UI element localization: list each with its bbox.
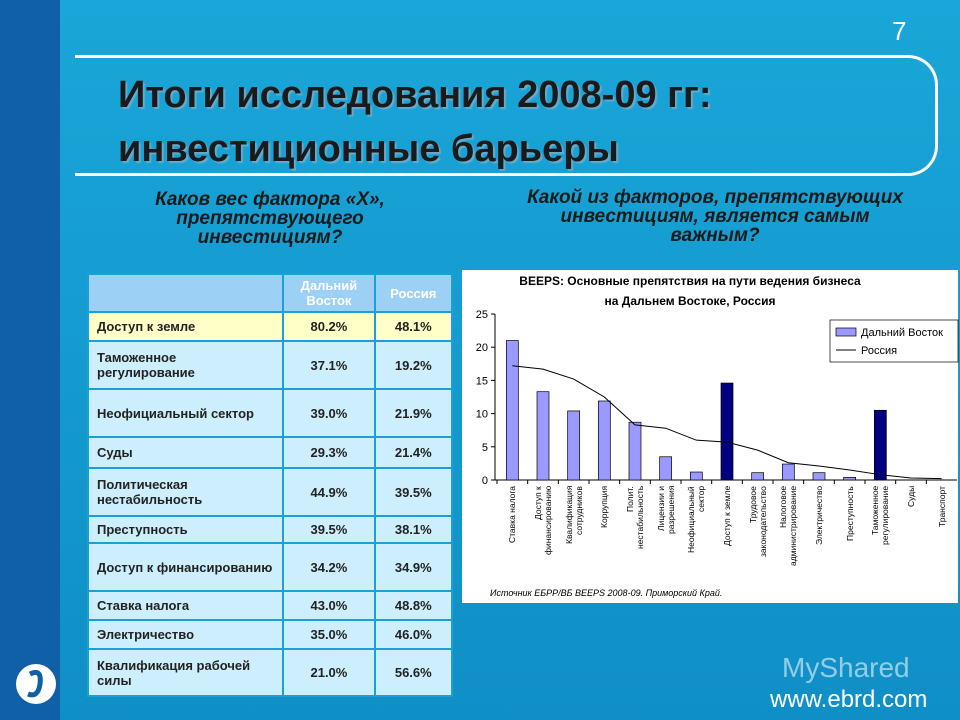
x-tick-label: Ставка налога [507, 486, 518, 544]
slide-title: Итоги исследования 2008-09 гг: инвестици… [118, 74, 712, 170]
x-tick-label: Таможенное регулирование [870, 486, 891, 546]
x-tick-label: Транспорт [936, 486, 947, 527]
header-cell [86, 273, 285, 313]
y-tick-label: 5 [482, 442, 488, 454]
x-tick-label: Доступ к земле [722, 486, 732, 547]
logo-mark [27, 669, 43, 698]
legend-box [829, 319, 959, 363]
legend-swatch [835, 327, 857, 337]
x-tick-label: Электричество [814, 486, 824, 546]
table-row: Суды 29.3% 21.4% [86, 436, 454, 469]
table-cell: Электричество [86, 619, 285, 650]
table-cell: Доступ к земле [86, 311, 285, 342]
table-cell: 35.0% [282, 619, 376, 650]
bar [536, 391, 550, 481]
table-cell: 39.5% [282, 515, 376, 544]
right-question: Какой из факторов, препятствующих инвест… [527, 187, 903, 246]
table-cell: 44.9% [282, 467, 376, 517]
logo [16, 664, 56, 704]
x-tick-label: Доступ к финансированию [533, 486, 553, 556]
table-cell: Ставка налога [86, 590, 285, 621]
bar [628, 421, 642, 481]
table-cell: 21.9% [373, 388, 454, 438]
bar [873, 409, 887, 481]
bar [812, 472, 826, 481]
table-cell: 38.1% [373, 515, 454, 544]
table-cell: 37.1% [282, 340, 376, 390]
bar [505, 340, 519, 481]
table-row: Неофициальный сектор 39.0% 21.9% [86, 388, 454, 438]
watermark: MyShared [782, 652, 910, 683]
bar [659, 456, 673, 481]
table-row: Доступ к земле 80.2% 48.1% [86, 311, 454, 342]
website: www.ebrd.com [770, 686, 928, 713]
y-tick-label: 20 [476, 342, 488, 354]
table-cell: Таможенное регулирование [86, 340, 285, 390]
chart-title: BEEPS: Основные препятствия на пути веде… [519, 274, 861, 308]
legend-label: Дальний Восток [861, 327, 943, 339]
table-row: Электричество 35.0% 46.0% [86, 619, 454, 650]
header-cell: Россия [373, 273, 454, 313]
x-tick-label: Коррупция [599, 486, 610, 529]
table-cell: 56.6% [373, 648, 454, 697]
table-cell: 39.5% [373, 467, 454, 517]
data-table: Дальний Восток Россия Доступ к земле 80.2% 4… [86, 273, 454, 697]
x-tick-label: Лицензии и разрешения [655, 486, 676, 535]
table-cell: 43.0% [282, 590, 376, 621]
table-cell: Преступность [86, 515, 285, 544]
bar [689, 471, 703, 481]
table-cell: 39.0% [282, 388, 376, 438]
bar [781, 463, 795, 481]
bar [751, 472, 765, 481]
x-tick-label: Налоговое администрирование [778, 486, 799, 567]
table-cell: 34.9% [373, 542, 454, 592]
bar [597, 400, 611, 481]
table-row: Доступ к финансированию 34.2% 34.9% [86, 542, 454, 592]
table-row: Квалификация рабочей силы 21.0% 56.6% [86, 648, 454, 697]
y-tick-label: 25 [476, 309, 488, 321]
table-cell: 46.0% [373, 619, 454, 650]
y-tick-label: 15 [476, 375, 488, 387]
table-cell: 48.1% [373, 311, 454, 342]
header-row: Дальний Восток Россия [86, 273, 454, 313]
table-cell: Политическая нестабильность [86, 467, 285, 517]
table-row: Таможенное регулирование 37.1% 19.2% [86, 340, 454, 390]
table-cell: 29.3% [282, 436, 376, 469]
header-cell: Дальний Восток [282, 273, 376, 313]
table-row: Политическая нестабильность 44.9% 39.5% [86, 467, 454, 517]
x-tick-label: Трудовое законодательство [747, 486, 768, 557]
bar [843, 476, 857, 481]
bar [720, 382, 734, 481]
chart-source: Источник ЕБРР/ВБ BEEPS 2008-09. Приморск… [490, 588, 722, 598]
left-question: Каков вес фактора «Х», препятствующего и… [155, 189, 385, 248]
legend-label: Россия [861, 345, 897, 357]
table-cell: 19.2% [373, 340, 454, 390]
table-cell: 48.8% [373, 590, 454, 621]
x-tick-label: Квалификация сотрудников [563, 486, 584, 545]
slide-number: 7 [892, 16, 907, 46]
table-cell: 34.2% [282, 542, 376, 592]
x-tick-label: Суды [906, 486, 916, 508]
title-frame [75, 55, 938, 176]
table-row: Ставка налога 43.0% 48.8% [86, 590, 454, 621]
bar [567, 410, 581, 481]
y-tick-label: 10 [476, 409, 488, 421]
table-cell: Суды [86, 436, 285, 469]
table-cell: 80.2% [282, 311, 376, 342]
side-band [0, 0, 60, 720]
table-cell: 21.4% [373, 436, 454, 469]
x-tick-label: Преступность [844, 486, 855, 541]
y-tick-label: 0 [482, 475, 488, 487]
table-row: Преступность 39.5% 38.1% [86, 515, 454, 544]
x-tick-label: Неофициальный сектор [686, 486, 707, 553]
x-tick-label: Полит. нестабильность [625, 486, 645, 550]
table-cell: Квалификация рабочей силы [86, 648, 285, 697]
line [512, 365, 942, 480]
table-cell: Доступ к финансированию [86, 542, 285, 592]
table-cell: 21.0% [282, 648, 376, 697]
table-cell: Неофициальный сектор [86, 388, 285, 438]
